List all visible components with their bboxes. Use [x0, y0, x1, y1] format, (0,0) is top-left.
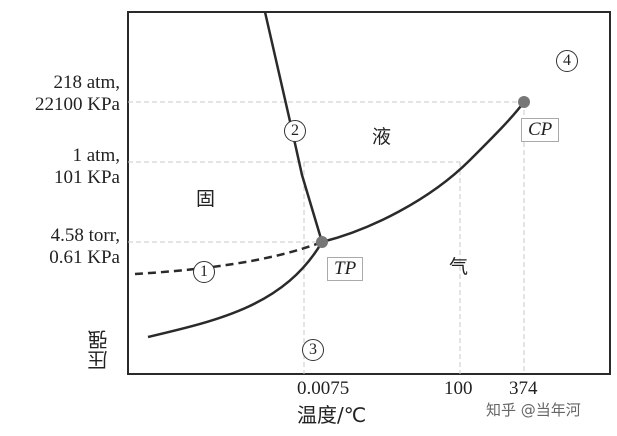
- xtick-0.0075: 0.0075: [297, 378, 350, 399]
- critical-point: [518, 96, 530, 108]
- marker-3: 3: [302, 339, 324, 361]
- marker-4: 4: [556, 50, 578, 72]
- ytick-1atm: 1 atm, 101 KPa: [54, 145, 120, 188]
- region-gas: 气: [449, 256, 469, 278]
- region-liquid: 液: [372, 126, 392, 148]
- y-axis-label: 压强: [87, 330, 111, 370]
- marker-2: 2: [284, 120, 306, 142]
- region-solid: 固: [196, 188, 216, 210]
- ytick-0.61kpa: 4.58 torr, 0.61 KPa: [49, 225, 120, 268]
- xtick-100: 100: [444, 378, 473, 399]
- plot-frame: [127, 11, 611, 375]
- triple-point: [316, 236, 328, 248]
- melting-curve: [263, 11, 324, 243]
- watermark: 知乎 @当年河: [486, 401, 581, 419]
- critical-point-label: CP: [521, 118, 560, 142]
- triple-point-label: TP: [327, 257, 364, 281]
- sublimation-curve: [147, 241, 324, 339]
- xtick-374: 374: [509, 378, 538, 399]
- metastable-curve: [134, 240, 323, 276]
- ytick-218atm: 218 atm, 22100 KPa: [35, 72, 120, 115]
- vaporization-curve: [321, 101, 525, 244]
- x-axis-label: 温度/℃: [297, 403, 367, 427]
- marker-1: 1: [193, 261, 215, 283]
